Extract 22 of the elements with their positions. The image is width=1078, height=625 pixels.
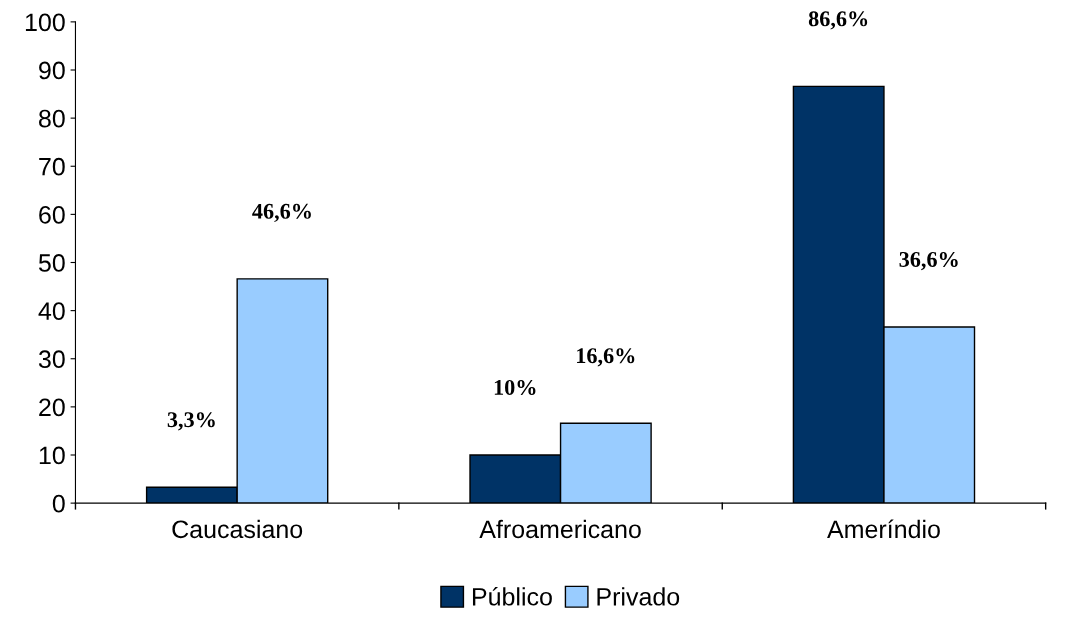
data-label: 46,6%	[252, 203, 311, 223]
legend-label: Público	[472, 586, 552, 606]
y-tick-label: 60	[39, 205, 65, 224]
y-tick-label: 10	[39, 446, 65, 465]
data-label: 16,6%	[577, 348, 635, 367]
y-tick-label: 30	[38, 350, 65, 369]
legend-label: Privado	[597, 587, 680, 606]
y-tick-label: 90	[39, 61, 65, 80]
y-tick-label: 100	[25, 13, 65, 32]
x-tick-label: Afroamericano	[479, 519, 641, 539]
y-tick-label: 70	[39, 157, 65, 176]
data-label: 36,6%	[899, 251, 958, 271]
data-label: 3,3%	[167, 412, 215, 431]
x-tick-label: Ameríndio	[827, 519, 940, 539]
y-tick-label: 50	[38, 254, 65, 272]
y-tick-label: 0	[52, 494, 65, 513]
x-tick-label: Caucasiano	[172, 519, 303, 539]
y-tick-label: 20	[39, 398, 65, 417]
data-label: 10%	[494, 379, 536, 395]
y-tick-label: 40	[38, 302, 65, 320]
y-tick-label: 80	[39, 109, 65, 128]
data-label: 86,6%	[808, 11, 868, 30]
